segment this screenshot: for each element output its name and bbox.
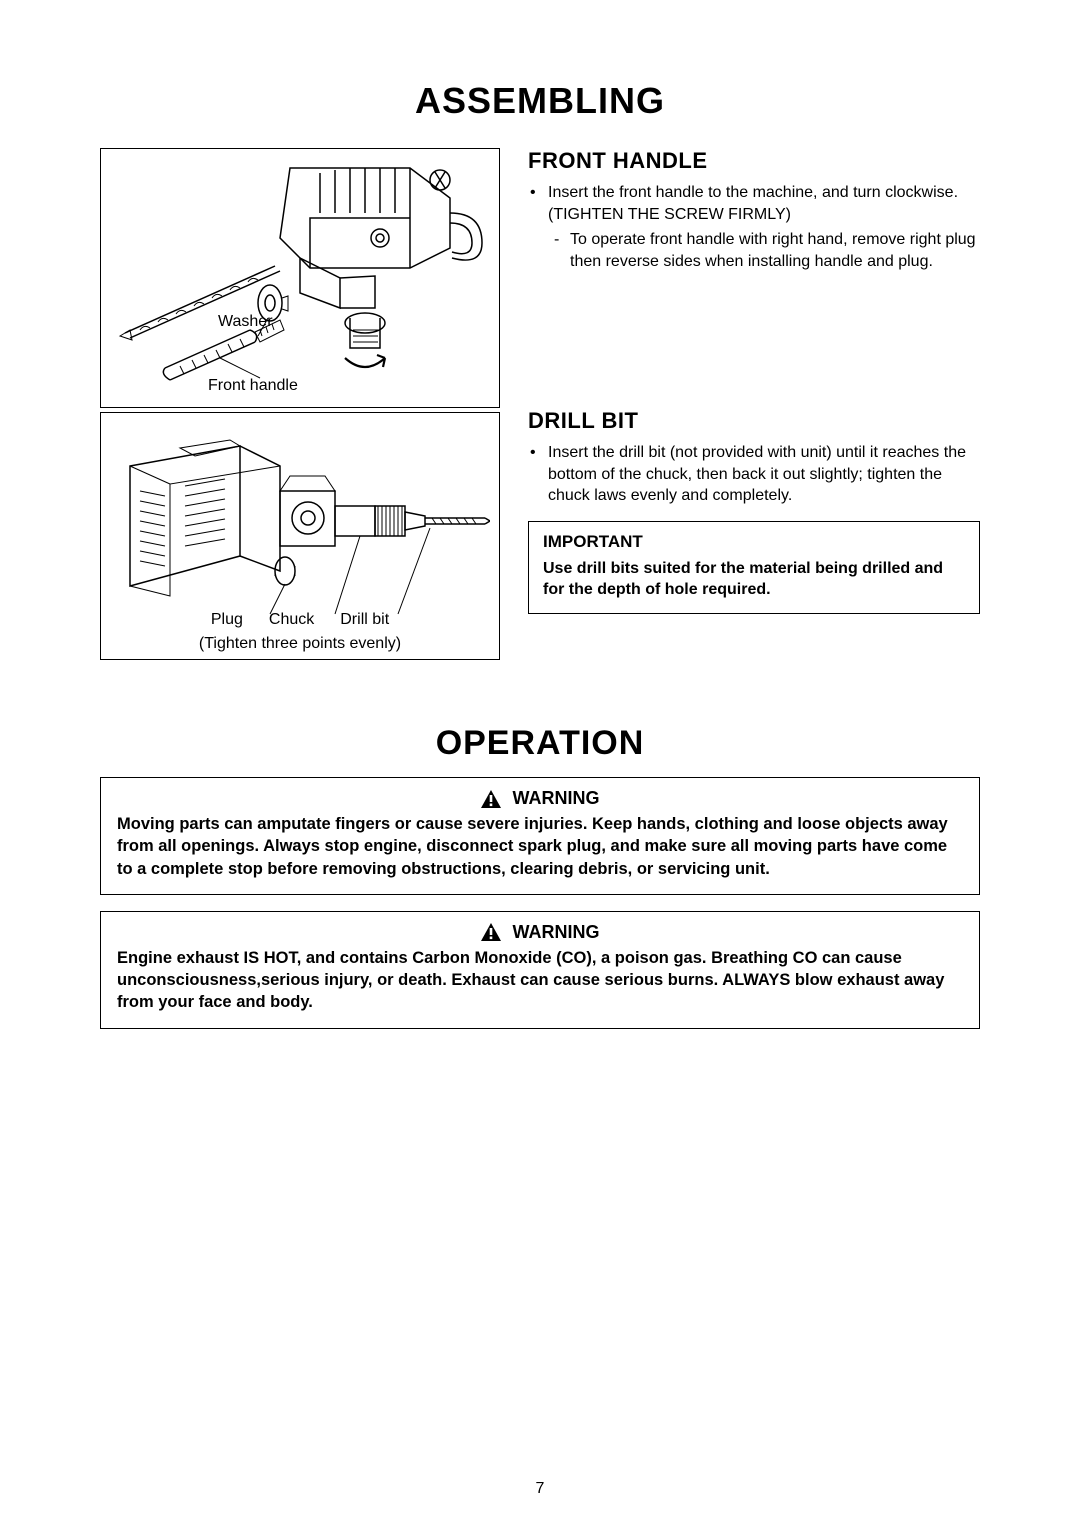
important-box: IMPORTANT Use drill bits suited for the … — [528, 521, 980, 614]
warning-1-header: WARNING — [117, 788, 963, 809]
front-handle-sub-1: To operate front handle with right hand,… — [570, 229, 980, 272]
front-handle-diagram: Washer Front handle — [110, 158, 490, 398]
heading-drill-bit: DRILL BIT — [528, 408, 980, 434]
figure2-caption: (Tighten three points evenly) — [101, 635, 499, 653]
section-drill-bit: DRILL BIT Insert the drill bit (not prov… — [528, 408, 980, 614]
warning-2-header: WARNING — [117, 922, 963, 943]
assembling-columns: Washer Front handle — [100, 148, 980, 664]
warning-icon — [481, 923, 501, 941]
label-plug: Plug — [211, 611, 243, 629]
warning-2-label: WARNING — [513, 922, 600, 943]
page-title-assembling: ASSEMBLING — [100, 80, 980, 122]
page-number: 7 — [0, 1480, 1080, 1498]
figure-drill-bit: Plug Chuck Drill bit (Tighten three poin… — [100, 412, 500, 660]
label-washer-svg: Washer — [218, 313, 273, 330]
warning-icon — [481, 790, 501, 808]
drill-bit-bullet-1: Insert the drill bit (not provided with … — [548, 442, 980, 507]
section-front-handle: FRONT HANDLE Insert the front handle to … — [528, 148, 980, 408]
warning-2-text: Engine exhaust IS HOT, and contains Carb… — [117, 947, 963, 1014]
warning-1-label: WARNING — [513, 788, 600, 809]
warning-box-1: WARNING Moving parts can amputate finger… — [100, 777, 980, 895]
label-chuck: Chuck — [269, 611, 314, 629]
front-handle-bullet-1-text: Insert the front handle to the machine, … — [548, 184, 958, 223]
drill-bit-diagram — [110, 436, 490, 636]
text-column: FRONT HANDLE Insert the front handle to … — [528, 148, 980, 664]
figure-front-handle: Washer Front handle — [100, 148, 500, 408]
important-body: Use drill bits suited for the material b… — [543, 558, 965, 601]
heading-front-handle: FRONT HANDLE — [528, 148, 980, 174]
page-title-operation: OPERATION — [100, 724, 980, 763]
figures-column: Washer Front handle — [100, 148, 500, 664]
warning-box-2: WARNING Engine exhaust IS HOT, and conta… — [100, 911, 980, 1029]
label-drill-bit: Drill bit — [340, 611, 389, 629]
important-title: IMPORTANT — [543, 532, 965, 552]
label-front-handle-svg: Front handle — [208, 377, 298, 394]
front-handle-bullet-1: Insert the front handle to the machine, … — [548, 182, 980, 272]
warning-1-text: Moving parts can amputate fingers or cau… — [117, 813, 963, 880]
